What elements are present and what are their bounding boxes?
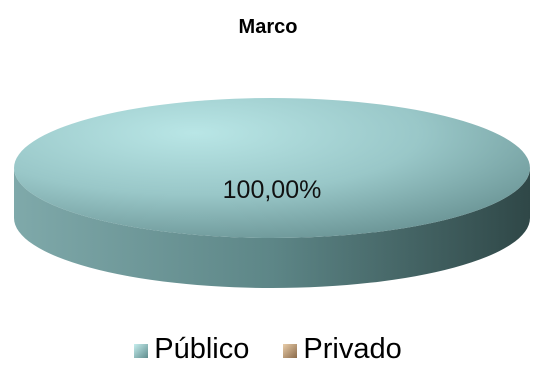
legend-swatch-publico	[134, 344, 149, 358]
legend-item-privado: Privado	[283, 332, 402, 366]
data-label-publico: 100,00%	[223, 176, 322, 204]
chart-title: Marco	[238, 16, 298, 38]
legend-label-publico: Público	[154, 333, 250, 365]
legend-item-publico: Público	[134, 332, 249, 366]
legend-label-privado: Privado	[303, 333, 402, 365]
legend-swatch-privado	[283, 344, 298, 358]
pie-slice-side-publico	[14, 168, 530, 288]
pie-slice-publico	[14, 98, 530, 238]
legend: Público Privado	[0, 332, 536, 366]
